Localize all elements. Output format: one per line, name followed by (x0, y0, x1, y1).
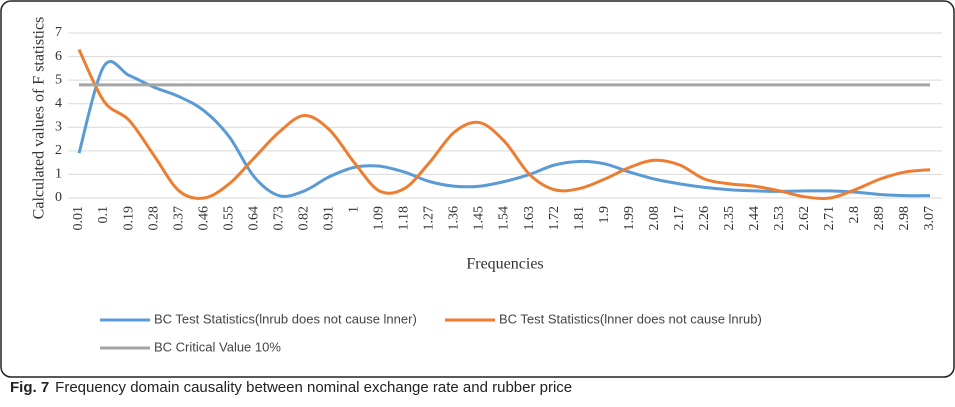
x-axis-title: Frequencies (466, 256, 543, 273)
x-tick-label: 1.45 (472, 206, 487, 231)
x-tick-label: 2.35 (722, 206, 737, 231)
y-tick-label: 6 (55, 49, 62, 64)
x-tick-label: 2.71 (822, 206, 837, 231)
x-tick-label: 0.01 (71, 206, 86, 231)
x-tick-label: 2.53 (772, 206, 787, 231)
x-tick-label: 3.07 (922, 206, 937, 231)
x-tick-label: 0.1 (96, 206, 111, 224)
caption: Fig. 7 Frequency domain causality between… (10, 379, 572, 396)
y-tick-label: 3 (55, 120, 62, 135)
x-tick-label: 2.98 (897, 206, 912, 231)
series-line (77, 60, 931, 198)
x-tick-label: 1.36 (447, 206, 462, 231)
x-tick-label: 0.64 (246, 206, 261, 231)
y-tick-label: 0 (55, 190, 62, 205)
frame (0, 0, 955, 378)
x-tick-label: 1.99 (622, 206, 637, 231)
x-tick-label: 0.91 (322, 206, 337, 231)
x-tick-label: 2.08 (647, 206, 662, 231)
y-tick-label: 4 (55, 96, 62, 111)
x-tick-label: 0.46 (196, 206, 211, 231)
caption-label: Fig. 7 (10, 379, 49, 396)
x-tick-label: 2.8 (847, 206, 862, 224)
y-tick-label: 2 (55, 143, 62, 158)
x-tick-label: 2.26 (697, 206, 712, 231)
x-tick-label: 0.37 (171, 206, 186, 231)
caption-text: Frequency domain causality between nomin… (55, 379, 572, 396)
legend-label: BC Critical Value 10% (154, 339, 281, 354)
x-tick-label: 0.28 (146, 206, 161, 231)
x-tick-label: 1.09 (372, 206, 387, 231)
x-tick-label: 2.62 (797, 206, 812, 231)
x-tick-label: 0.73 (271, 206, 286, 231)
y-tick-label: 5 (55, 72, 62, 87)
x-tick-label: 0.82 (296, 206, 311, 231)
x-tick-label: 0.55 (221, 206, 236, 231)
x-tick-label: 1.72 (547, 206, 562, 231)
x-tick-label: 1 (347, 206, 362, 213)
y-axis-title: Calculated values of F statistics (31, 17, 48, 220)
x-tick-label: 1.27 (422, 206, 437, 231)
x-tick-label: 0.19 (121, 206, 136, 231)
x-tick-label: 1.18 (397, 206, 412, 231)
x-tick-label: 2.17 (672, 206, 687, 231)
series-line (77, 48, 931, 200)
y-tick-label: 7 (55, 25, 62, 40)
legend-label: BC Test Statistics(lnrub does not cause … (154, 311, 417, 326)
legend-label: BC Test Statistics(lnner does not cause … (499, 311, 762, 326)
x-tick-label: 1.81 (572, 206, 587, 231)
x-tick-label: 1.54 (497, 206, 512, 231)
x-tick-label: 2.44 (747, 206, 762, 231)
x-tick-label: 1.63 (522, 206, 537, 231)
y-tick-label: 1 (55, 167, 62, 182)
x-tick-label: 2.89 (872, 206, 887, 231)
x-tick-label: 1.9 (597, 206, 612, 224)
